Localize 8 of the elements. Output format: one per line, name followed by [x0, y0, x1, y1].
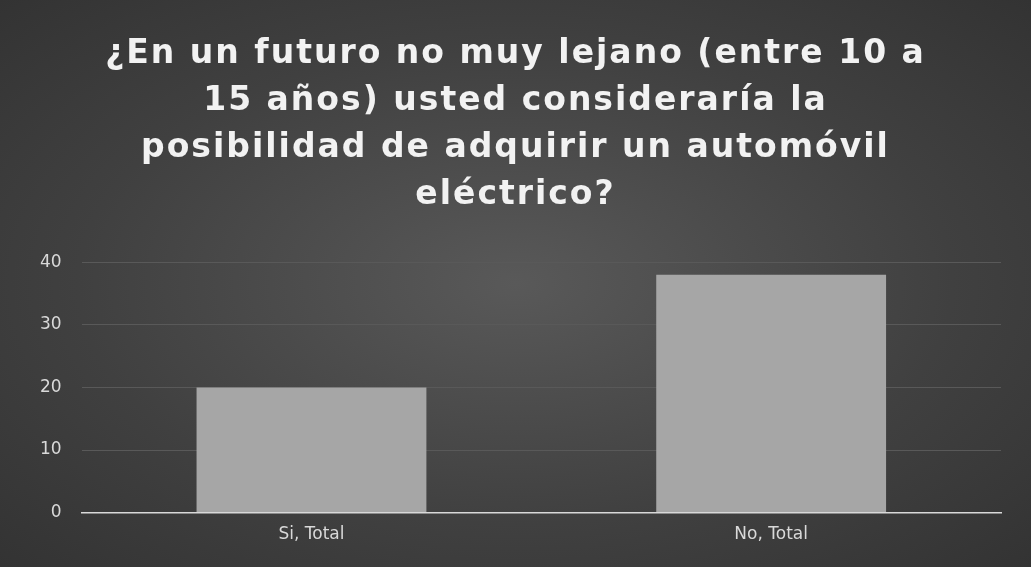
- y-tick-label: 40: [39, 250, 62, 271]
- x-tick-label: No, Total: [734, 523, 808, 544]
- y-tick-label: 0: [50, 501, 62, 522]
- y-tick-label: 30: [39, 313, 62, 334]
- chart-title: ¿En un futuro no muy lejano (entre 10 a 15 años) usted consideraría la posibilidad de adquirir un automóvil eléctrico?: [104, 31, 927, 214]
- y-tick-label: 20: [39, 375, 62, 396]
- x-tick-label: Si, Total: [278, 523, 345, 544]
- y-tick-label: 10: [39, 438, 62, 459]
